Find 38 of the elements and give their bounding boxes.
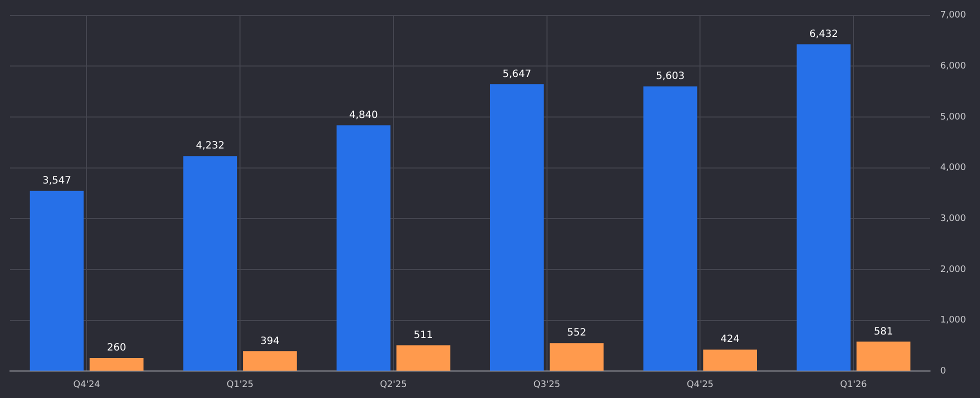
y-tick-label: 7,000 [940, 10, 966, 21]
x-tick-label: Q4'25 [686, 380, 714, 390]
y-tick-label: 1,000 [940, 316, 966, 326]
y-tick-label: 2,000 [940, 264, 966, 275]
bar [703, 350, 757, 371]
data-label: 3,547 [42, 176, 72, 187]
x-tick-label: Q1'26 [840, 380, 868, 390]
x-tick-label: Q3'25 [533, 380, 560, 390]
data-label: 511 [414, 330, 433, 341]
x-tick-label: Q2'25 [380, 380, 407, 390]
data-label: 4,840 [349, 110, 378, 121]
bar [856, 342, 910, 371]
y-tick-label: 0 [940, 366, 946, 377]
data-label: 5,603 [656, 71, 685, 82]
data-label: 5,647 [502, 68, 532, 80]
data-label: 394 [260, 336, 280, 347]
bar [796, 44, 851, 371]
y-tick-label: 3,000 [940, 214, 966, 224]
y-tick-label: 5,000 [940, 112, 966, 122]
data-label: 552 [567, 328, 586, 339]
data-label: 6,432 [809, 28, 838, 40]
bar [396, 345, 450, 371]
bar [183, 156, 238, 371]
data-label: 260 [107, 342, 126, 354]
y-tick-label: 6,000 [940, 62, 966, 72]
bar [490, 84, 544, 371]
bar [30, 190, 84, 371]
data-label: 4,232 [196, 140, 224, 152]
bar [90, 358, 144, 371]
x-tick-label: Q1'25 [226, 380, 254, 390]
x-tick-label: Q4'24 [73, 380, 100, 390]
bar [550, 343, 604, 371]
bar [643, 86, 698, 371]
data-label: 424 [720, 334, 740, 346]
data-label: 581 [874, 326, 894, 338]
bar [243, 351, 297, 371]
bar [336, 125, 390, 371]
y-tick-label: 4,000 [940, 163, 966, 174]
